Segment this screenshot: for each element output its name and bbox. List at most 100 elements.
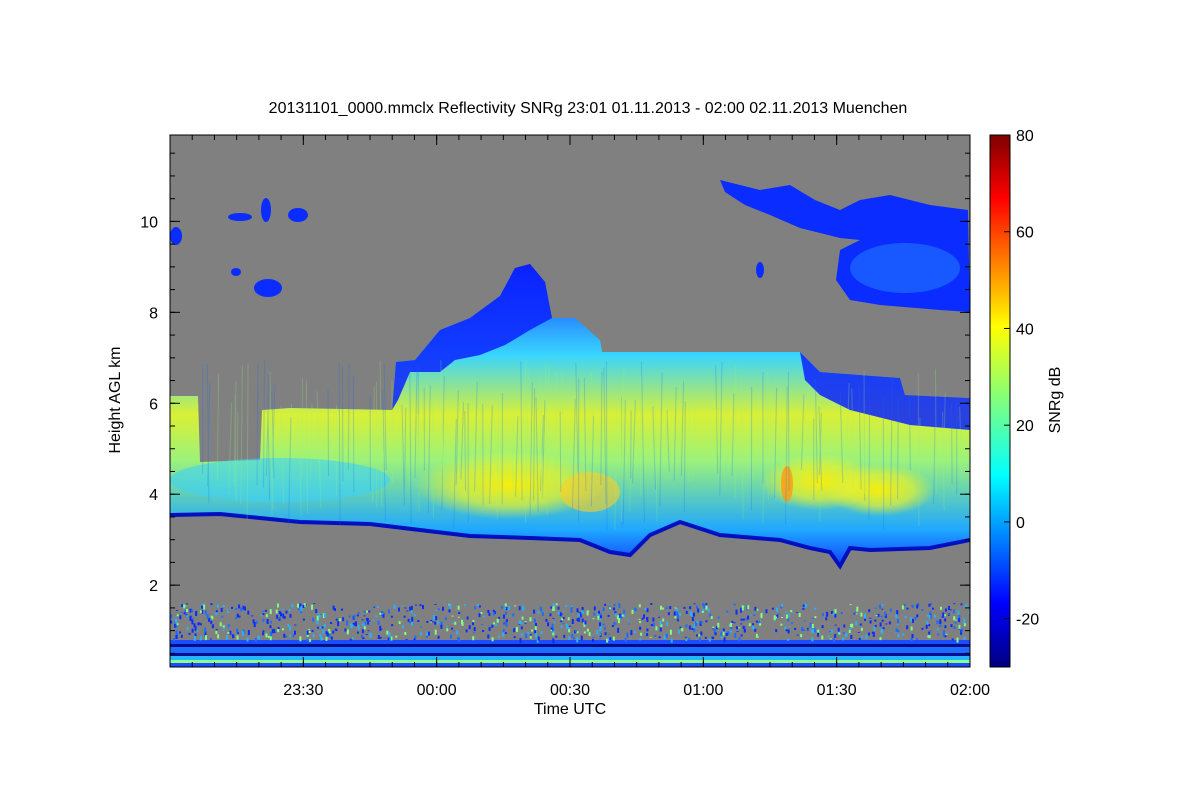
speckle-pixel (226, 611, 229, 613)
speckle-pixel (273, 631, 276, 634)
speckle-pixel (796, 634, 799, 636)
cloud-right-fringe (800, 352, 970, 430)
speckle-pixel (709, 613, 712, 618)
speckle-pixel (717, 616, 720, 619)
speckle-pixel (674, 607, 677, 609)
speckle-pixel (618, 603, 621, 609)
speckle-pixel (868, 609, 871, 613)
speckle-pixel (289, 634, 291, 636)
streak-line (811, 404, 816, 481)
speckle-pixel (524, 622, 527, 624)
speckle-pixel (219, 622, 222, 627)
x-tick-label: 02:00 (950, 682, 990, 699)
speckle-pixel (599, 613, 602, 615)
speckle-pixel (348, 615, 351, 618)
speckle-pixel (954, 621, 957, 624)
y-tick-label: 10 (140, 214, 158, 231)
speckle-pixel (833, 638, 835, 643)
speckle-pixel (454, 621, 457, 625)
speckle-pixel (581, 618, 584, 623)
speckle-pixel (282, 613, 285, 618)
speckle-pixel (693, 612, 695, 617)
speckle-pixel (194, 626, 197, 632)
speckle-pixel (491, 637, 494, 642)
speckle-pixel (812, 617, 815, 619)
speckle-pixel (174, 623, 177, 628)
speckle-pixel (364, 621, 367, 625)
speckle-pixel (332, 630, 335, 634)
speckle-pixel (521, 633, 524, 637)
speckle-pixel (755, 620, 758, 623)
speckle-pixel (222, 630, 225, 632)
speckle-pixel (411, 616, 414, 622)
speckle-pixel (294, 624, 297, 626)
speckle-pixel (932, 607, 934, 610)
y-tick-label: 6 (149, 396, 158, 413)
speckle-pixel (801, 627, 804, 631)
speckle-pixel (398, 607, 400, 612)
speckle-pixel (689, 606, 692, 610)
speckle-pixel (565, 604, 568, 607)
speckle-pixel (874, 624, 877, 627)
speckle-pixel (874, 607, 877, 609)
speckle-pixel (825, 617, 828, 621)
speckle-pixel (464, 604, 467, 607)
speckle-pixel (599, 626, 602, 632)
speckle-pixel (191, 619, 194, 622)
speckle-pixel (403, 615, 406, 618)
speckle-pixel (253, 622, 256, 628)
blob-3 (261, 198, 271, 222)
speckle-pixel (388, 637, 391, 642)
speckle-pixel (553, 622, 556, 624)
speckle-pixel (184, 605, 187, 607)
streak-line (228, 402, 233, 495)
speckle-pixel (874, 619, 877, 622)
speckle-pixel (921, 627, 924, 630)
speckle-pixel (493, 622, 495, 625)
speckle-pixel (193, 635, 196, 641)
speckle-pixel (953, 616, 956, 621)
speckle-pixel (481, 624, 484, 626)
streak-line (520, 361, 523, 501)
speckle-pixel (550, 629, 553, 632)
speckle-pixel (639, 621, 642, 624)
speckle-pixel (562, 623, 565, 625)
streak-line (533, 388, 536, 501)
streak-line (414, 369, 418, 479)
speckle-pixel (842, 632, 845, 635)
speckle-pixel (540, 608, 543, 612)
speckle-pixel (217, 634, 220, 639)
speckle-pixel (373, 606, 376, 608)
speckle-pixel (665, 606, 668, 608)
speckle-pixel (539, 606, 542, 610)
speckle-pixel (857, 632, 860, 633)
speckle-pixel (911, 634, 914, 638)
speckle-pixel (306, 638, 309, 642)
speckle-pixel (621, 614, 624, 617)
speckle-pixel (393, 604, 396, 609)
speckle-pixel (700, 621, 703, 625)
speckle-pixel (555, 635, 558, 638)
near-surface-clutter (170, 605, 970, 667)
speckle-pixel (679, 612, 681, 616)
streak-line (943, 393, 946, 471)
streak-line (734, 364, 737, 499)
streak-line (401, 404, 405, 506)
speckle-pixel (627, 623, 630, 625)
streak-line (561, 371, 566, 482)
speckle-pixel (262, 618, 265, 622)
speckle-pixel (361, 619, 364, 621)
speckle-pixel (242, 605, 245, 610)
speckle-pixel (806, 629, 809, 631)
speckle-pixel (317, 626, 320, 629)
speckle-pixel (945, 633, 948, 635)
speckle-pixel (784, 626, 787, 630)
streak-line (256, 364, 259, 486)
speckle-pixel (361, 629, 364, 634)
speckle-pixel (269, 609, 272, 615)
speckle-pixel (193, 623, 196, 628)
speckle-pixel (568, 625, 571, 627)
speckle-pixel (780, 623, 783, 626)
speckle-pixel (916, 604, 919, 609)
speckle-pixel (954, 619, 957, 621)
